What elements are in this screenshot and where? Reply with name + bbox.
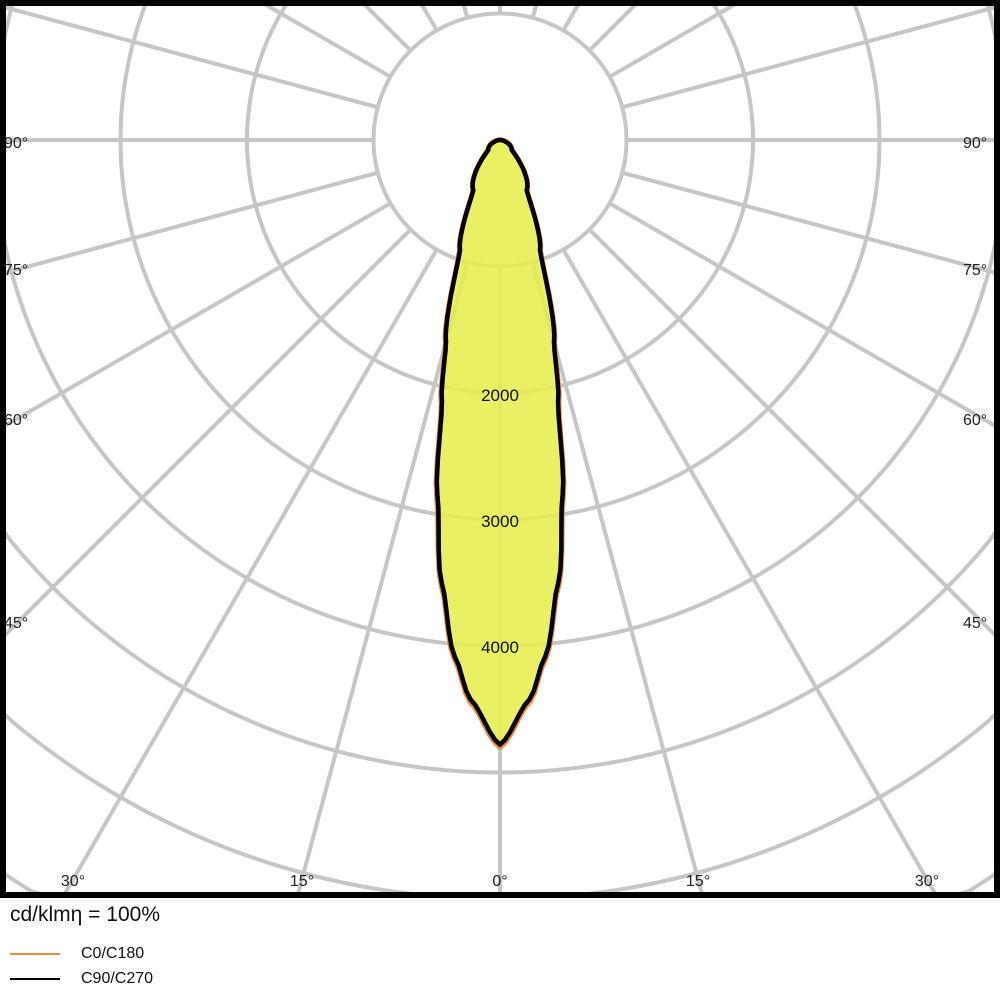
angle-label-bottom-30-left: 30°: [61, 873, 85, 890]
radial-grid-line: [561, 2, 581, 32]
radial-grid-line: [587, 227, 999, 639]
radial-grid-line: [261, 1, 392, 79]
angle-label-right-60: 60°: [963, 412, 987, 429]
angle-label-bottom-30-right: 30°: [915, 873, 939, 890]
radial-grid-line: [361, 1, 413, 53]
radial-grid-line: [2, 201, 392, 429]
angle-labels-left: 90° 75° 60° 45°: [4, 135, 28, 632]
radial-grid-line: [608, 1, 739, 79]
angle-label-left-75: 75°: [4, 262, 28, 279]
angle-label-left-60: 60°: [4, 412, 28, 429]
radial-grid-line: [2, 170, 379, 276]
angle-label-bottom-0: 0°: [492, 873, 507, 890]
unit-label: cd/klmη = 100%: [10, 903, 160, 926]
legend-label: C90/C270: [81, 970, 154, 987]
radial-grid-line: [295, 261, 470, 896]
legend-swatch-c90-c270: [10, 978, 60, 980]
intensity-curves: [433, 137, 567, 750]
radial-grid-line: [62, 248, 439, 896]
radial-grid-line: [1, 227, 413, 639]
radial-grid-line: [621, 4, 998, 110]
angle-label-right-45: 45°: [963, 615, 987, 632]
radial-grid-line: [2, 4, 379, 110]
angle-label-bottom-15-left: 15°: [290, 873, 314, 890]
legend-label: C0/C180: [81, 945, 145, 962]
legend-item-c0-c180: C0/C180: [10, 945, 144, 963]
radial-grid-line: [608, 201, 998, 429]
angle-label-right-90: 90°: [963, 135, 987, 152]
series-curve-c90-c270: [434, 137, 566, 747]
grid-circle-1000: [371, 11, 629, 269]
radial-grid-line: [561, 248, 938, 896]
plot-frame: [0, 0, 1000, 898]
angle-labels-right: 90° 75° 60° 45°: [963, 135, 987, 632]
radial-label-2000: 2000: [481, 386, 519, 405]
radial-label-3000: 3000: [481, 512, 519, 531]
angle-labels-bottom: 30° 15° 0° 15° 30°: [61, 873, 939, 890]
legend-swatch-c0-c180: [10, 953, 60, 955]
radial-grid-line: [419, 1, 439, 32]
radial-label-4000: 4000: [481, 638, 519, 657]
radial-grid-line: [530, 261, 705, 896]
radial-tick-labels: 2000 3000 4000: [481, 386, 519, 657]
angle-label-left-45: 45°: [4, 615, 28, 632]
polar-intensity-chart: 2000 3000 4000 90° 75° 60° 45° 90° 75° 6…: [0, 0, 1000, 898]
legend-item-c90-c270: C90/C270: [10, 970, 153, 988]
radial-grid-line: [587, 1, 639, 53]
angle-label-left-90: 90°: [4, 135, 28, 152]
angle-label-right-75: 75°: [963, 262, 987, 279]
angle-label-bottom-15-right: 15°: [686, 873, 710, 890]
radial-grid-line: [621, 170, 998, 276]
